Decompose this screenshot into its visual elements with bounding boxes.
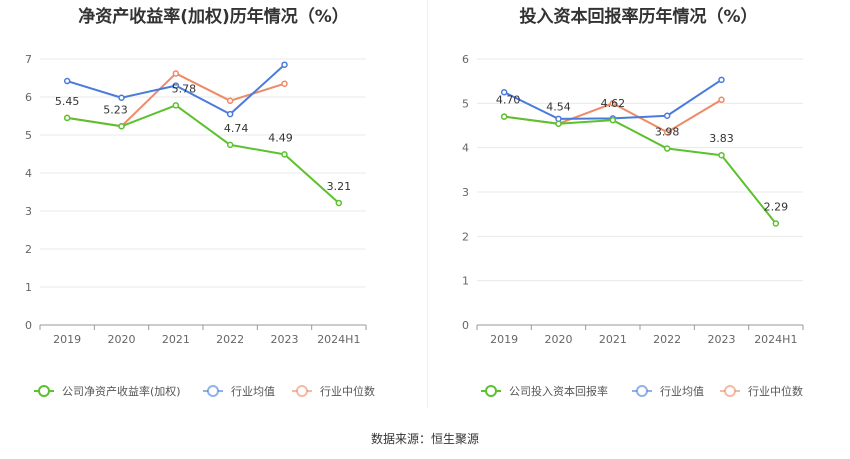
y-tick-label: 6 <box>462 53 469 66</box>
data-point <box>335 199 343 207</box>
panel-divider <box>427 0 428 408</box>
series-line <box>504 115 777 225</box>
data-point <box>226 97 234 105</box>
legend-label: 行业中位数 <box>320 384 375 398</box>
data-point <box>500 89 508 96</box>
x-tick-label: 2022 <box>653 333 681 346</box>
data-point <box>172 70 180 77</box>
data-point <box>172 102 180 109</box>
x-tick-label: 2023 <box>271 333 299 346</box>
data-point <box>663 128 671 136</box>
x-tick-label: 2021 <box>162 333 190 346</box>
x-tick-label: 2024H1 <box>317 333 360 346</box>
legend-label: 行业中位数 <box>748 384 803 398</box>
data-point <box>663 112 671 119</box>
legend-marker <box>207 385 219 397</box>
x-tick-label: 2022 <box>216 333 244 346</box>
data-point <box>663 145 671 152</box>
data-point <box>63 114 71 122</box>
legend-label: 公司净资产收益率(加权) <box>62 384 181 398</box>
y-tick-label: 4 <box>462 142 469 155</box>
data-label: 2.29 <box>764 200 789 213</box>
data-point <box>718 76 725 84</box>
data-label: 4.49 <box>268 131 293 144</box>
data-label: 3.21 <box>327 180 352 193</box>
y-tick-label: 6 <box>25 91 32 104</box>
y-tick-label: 2 <box>25 243 32 256</box>
data-label: 3.83 <box>709 132 734 145</box>
legend-marker <box>724 385 736 397</box>
data-point <box>63 77 71 85</box>
data-source: 数据来源：恒生聚源 <box>370 432 479 446</box>
legend-marker <box>485 385 497 397</box>
data-label: 3.98 <box>655 126 680 139</box>
data-label: 4.62 <box>601 97 626 110</box>
data-label: 5.45 <box>55 95 80 108</box>
data-point <box>281 61 288 68</box>
data-point <box>281 80 288 87</box>
y-tick-label: 2 <box>462 230 469 243</box>
legend-marker <box>38 385 50 397</box>
data-label: 5.78 <box>172 82 197 95</box>
data-point <box>500 113 508 120</box>
data-point <box>718 151 725 159</box>
data-point <box>118 123 125 130</box>
y-tick-label: 4 <box>25 167 32 180</box>
y-tick-label: 5 <box>25 129 32 142</box>
legend-label: 行业均值 <box>660 385 704 398</box>
x-tick-label: 2020 <box>545 333 573 346</box>
data-point <box>555 120 562 127</box>
data-point <box>718 96 725 104</box>
data-point <box>772 220 780 227</box>
legend-marker <box>636 385 648 397</box>
data-point <box>281 151 288 158</box>
series-line <box>67 72 285 128</box>
data-label: 4.74 <box>224 122 249 135</box>
y-tick-label: 1 <box>25 281 32 294</box>
legend-marker <box>296 385 308 397</box>
y-tick-label: 5 <box>462 97 469 110</box>
data-label: 4.54 <box>546 101 571 114</box>
data-label: 5.23 <box>103 103 128 116</box>
data-point <box>172 82 180 89</box>
x-tick-label: 2020 <box>108 333 136 346</box>
x-tick-label: 2019 <box>53 333 81 346</box>
chart-title-roe: 净资产收益率(加权)历年情况（%） <box>78 7 349 27</box>
data-point <box>226 110 234 118</box>
series-line <box>67 104 340 204</box>
y-tick-label: 1 <box>462 275 469 288</box>
legend-label: 行业均值 <box>231 385 275 398</box>
y-tick-label: 0 <box>462 319 469 332</box>
data-point <box>609 100 617 107</box>
x-tick-label: 2021 <box>599 333 627 346</box>
chart-title-roic: 投入资本回报率历年情况（%） <box>519 7 758 27</box>
data-point <box>609 116 617 124</box>
data-point <box>118 94 125 102</box>
y-tick-label: 0 <box>25 319 32 332</box>
legend-label: 公司投入资本回报率 <box>509 384 608 398</box>
x-tick-label: 2023 <box>708 333 736 346</box>
x-tick-label: 2019 <box>490 333 518 346</box>
y-tick-label: 3 <box>25 205 32 218</box>
data-label: 4.70 <box>496 94 521 107</box>
x-tick-label: 2024H1 <box>754 333 797 346</box>
y-tick-label: 7 <box>25 53 32 66</box>
y-tick-label: 3 <box>462 186 469 199</box>
data-point <box>226 141 234 149</box>
